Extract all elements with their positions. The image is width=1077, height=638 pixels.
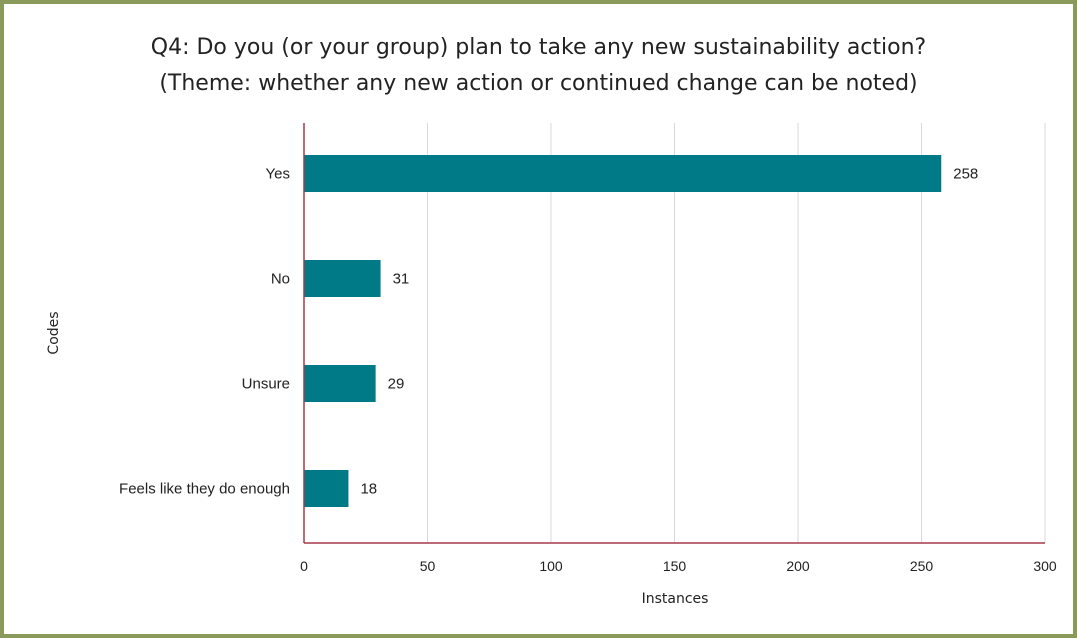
x-tick-label: 150 xyxy=(663,558,687,574)
x-tick-label: 200 xyxy=(786,558,810,574)
y-category-label: No xyxy=(271,271,290,288)
x-tick-label: 300 xyxy=(1033,558,1057,574)
data-label: 31 xyxy=(393,271,410,288)
bars xyxy=(304,155,942,507)
y-category-label: Yes xyxy=(266,166,290,183)
x-tick-label: 100 xyxy=(539,558,563,574)
y-axis-title: Codes xyxy=(46,311,62,354)
bar xyxy=(304,155,942,192)
bar xyxy=(304,365,376,402)
gridlines xyxy=(427,123,1046,543)
labels: 0 50 100 150 200 250 300 Yes 258 No 31 Unsure 29 Feel… xyxy=(119,166,1057,575)
data-label: 18 xyxy=(360,481,377,498)
data-label: 29 xyxy=(388,376,405,393)
bar xyxy=(304,260,381,297)
y-category-label: Feels like they do enough xyxy=(119,481,290,498)
bar xyxy=(304,470,349,507)
x-axis-title: Instances xyxy=(642,591,709,607)
x-tick-label: 250 xyxy=(910,558,934,574)
data-label: 258 xyxy=(953,166,978,183)
chart-title: Q4: Do you (or your group) plan to take … xyxy=(150,35,927,60)
chart-subtitle: (Theme: whether any new action or contin… xyxy=(159,71,918,96)
x-tick-label: 0 xyxy=(300,558,308,574)
axes xyxy=(303,123,1045,544)
x-tick-label: 50 xyxy=(420,558,436,574)
y-category-label: Unsure xyxy=(242,376,290,393)
chart-title-block: Q4: Do you (or your group) plan to take … xyxy=(0,30,1077,102)
